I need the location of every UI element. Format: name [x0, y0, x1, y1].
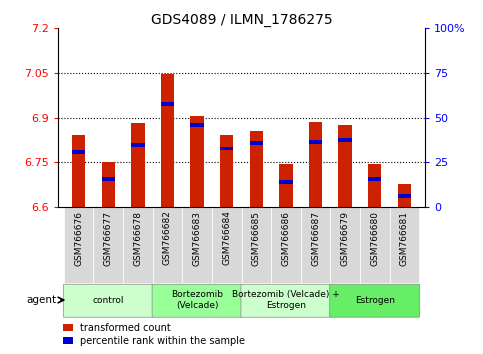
Text: Bortezomib (Velcade) +
Estrogen: Bortezomib (Velcade) + Estrogen — [232, 290, 340, 310]
Bar — [309, 122, 322, 207]
FancyBboxPatch shape — [94, 207, 123, 283]
Text: control: control — [93, 296, 124, 304]
Bar — [220, 135, 233, 207]
Bar — [309, 140, 322, 144]
Bar — [161, 102, 174, 105]
Text: GSM766680: GSM766680 — [370, 211, 379, 266]
Bar — [250, 141, 263, 145]
FancyBboxPatch shape — [212, 207, 242, 283]
Bar — [398, 194, 411, 198]
FancyBboxPatch shape — [271, 207, 301, 283]
FancyBboxPatch shape — [152, 284, 242, 317]
Bar — [190, 124, 204, 127]
Text: Bortezomib
(Velcade): Bortezomib (Velcade) — [171, 290, 223, 310]
FancyBboxPatch shape — [242, 207, 271, 283]
Title: GDS4089 / ILMN_1786275: GDS4089 / ILMN_1786275 — [151, 13, 332, 27]
Text: GSM766677: GSM766677 — [104, 211, 113, 266]
Text: GSM766676: GSM766676 — [74, 211, 83, 266]
Text: GSM766678: GSM766678 — [133, 211, 142, 266]
Legend: transformed count, percentile rank within the sample: transformed count, percentile rank withi… — [63, 323, 245, 346]
FancyBboxPatch shape — [153, 207, 182, 283]
Bar — [131, 124, 144, 207]
Bar — [339, 138, 352, 142]
Bar — [101, 177, 115, 181]
Bar — [220, 147, 233, 150]
Bar — [101, 162, 115, 207]
Bar — [250, 131, 263, 207]
Bar — [131, 143, 144, 147]
Text: GSM766679: GSM766679 — [341, 211, 350, 266]
Bar — [279, 164, 293, 207]
Bar — [72, 135, 85, 207]
FancyBboxPatch shape — [182, 207, 212, 283]
FancyBboxPatch shape — [64, 207, 94, 283]
Bar — [190, 116, 204, 207]
FancyBboxPatch shape — [389, 207, 419, 283]
Bar — [368, 164, 382, 207]
FancyBboxPatch shape — [301, 207, 330, 283]
Text: GSM766687: GSM766687 — [311, 211, 320, 266]
FancyBboxPatch shape — [330, 207, 360, 283]
Bar — [279, 180, 293, 183]
FancyBboxPatch shape — [63, 284, 153, 317]
FancyBboxPatch shape — [123, 207, 153, 283]
Text: GSM766686: GSM766686 — [282, 211, 290, 266]
Text: GSM766684: GSM766684 — [222, 211, 231, 266]
FancyBboxPatch shape — [330, 284, 420, 317]
Text: GSM766685: GSM766685 — [252, 211, 261, 266]
Text: GSM766681: GSM766681 — [400, 211, 409, 266]
Text: GSM766682: GSM766682 — [163, 211, 172, 266]
Text: Estrogen: Estrogen — [355, 296, 395, 304]
Bar — [72, 150, 85, 154]
Text: GSM766683: GSM766683 — [193, 211, 201, 266]
Bar — [368, 177, 382, 181]
FancyBboxPatch shape — [360, 207, 389, 283]
Bar — [339, 125, 352, 207]
FancyBboxPatch shape — [241, 284, 331, 317]
Text: agent: agent — [27, 295, 57, 305]
Bar — [398, 184, 411, 207]
Bar — [161, 74, 174, 207]
